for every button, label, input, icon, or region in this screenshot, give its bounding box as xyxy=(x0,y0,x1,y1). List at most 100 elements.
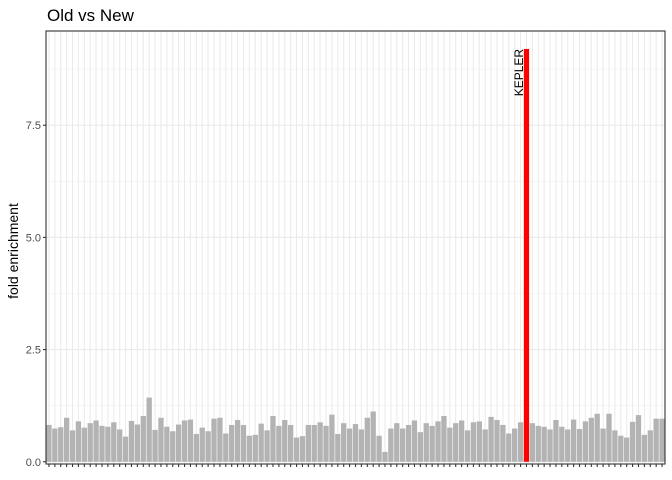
plot-area: KEPLER 0.0 2.5 5.0 7.5 xyxy=(26,30,666,469)
bar xyxy=(346,428,353,462)
bar xyxy=(582,421,589,462)
bar xyxy=(75,421,82,462)
bar xyxy=(264,430,270,462)
bar xyxy=(152,429,158,462)
bar xyxy=(600,428,606,462)
bar xyxy=(388,428,394,462)
bar xyxy=(246,435,253,462)
bar xyxy=(128,420,135,462)
bar xyxy=(199,427,205,462)
bar xyxy=(134,424,141,462)
bar xyxy=(570,419,577,462)
bar xyxy=(187,419,194,462)
bar xyxy=(441,415,447,462)
bar xyxy=(258,423,264,462)
bar xyxy=(470,422,477,462)
bar xyxy=(647,430,653,462)
bar xyxy=(506,433,512,462)
bar xyxy=(364,417,370,462)
bar xyxy=(170,431,176,462)
y-axis-label: fold enrichment xyxy=(5,203,21,299)
bar xyxy=(211,418,217,462)
bar xyxy=(458,420,465,462)
bar xyxy=(618,435,624,462)
bar xyxy=(400,428,406,462)
bar xyxy=(405,424,412,462)
bar xyxy=(311,424,317,462)
bar xyxy=(453,423,459,462)
bar xyxy=(565,429,571,462)
bar xyxy=(488,416,494,462)
annotation-label: KEPLER xyxy=(512,49,526,97)
bar xyxy=(181,420,188,462)
bar xyxy=(594,413,600,462)
bar xyxy=(576,429,583,462)
bar xyxy=(352,424,359,462)
bar xyxy=(282,420,288,462)
bar xyxy=(229,424,235,462)
bar xyxy=(335,433,341,462)
bar xyxy=(52,428,58,462)
bar xyxy=(323,425,329,462)
bar xyxy=(358,429,365,462)
chart-title: Old vs New xyxy=(47,6,135,25)
bar xyxy=(58,427,64,462)
bar xyxy=(217,417,223,462)
bar xyxy=(81,427,87,462)
bar xyxy=(529,423,536,462)
bar xyxy=(429,425,435,462)
bar xyxy=(606,413,612,462)
bar xyxy=(240,424,247,462)
bar xyxy=(93,420,99,462)
bar xyxy=(559,426,565,462)
bar xyxy=(417,432,424,462)
bar xyxy=(541,426,547,462)
bar xyxy=(223,433,229,462)
y-tick-label: 0.0 xyxy=(26,457,41,469)
bar xyxy=(482,429,488,462)
bar xyxy=(175,424,182,462)
bar xyxy=(234,420,241,462)
bar xyxy=(641,434,648,462)
bar xyxy=(535,425,541,462)
bar xyxy=(512,428,518,462)
bar xyxy=(122,436,129,462)
bar xyxy=(341,423,347,462)
bar xyxy=(299,436,306,462)
bar xyxy=(435,421,441,462)
bar xyxy=(46,424,52,462)
bar xyxy=(517,422,524,462)
bar xyxy=(69,430,76,462)
bar xyxy=(494,420,500,462)
bar xyxy=(447,427,453,462)
bar xyxy=(287,424,294,462)
bar xyxy=(476,421,482,462)
bar xyxy=(588,417,594,462)
bar xyxy=(317,422,323,462)
bar xyxy=(87,423,93,462)
bar xyxy=(193,433,199,462)
bar xyxy=(547,429,553,462)
bar xyxy=(158,417,164,462)
bar xyxy=(423,423,429,462)
bar xyxy=(140,415,146,462)
bar xyxy=(205,431,211,462)
bar xyxy=(305,424,311,462)
y-tick-label: 5.0 xyxy=(26,232,41,244)
bar xyxy=(629,421,636,462)
bar xyxy=(370,411,376,462)
highlighted-bar xyxy=(523,48,530,462)
bar xyxy=(117,429,123,462)
bar xyxy=(376,435,382,462)
bar xyxy=(270,415,276,462)
bar xyxy=(411,420,418,462)
bar xyxy=(63,417,70,462)
y-tick-label: 2.5 xyxy=(26,345,41,357)
bar xyxy=(329,414,335,462)
bar xyxy=(553,420,559,462)
bar xyxy=(500,424,506,462)
y-tick-label: 7.5 xyxy=(26,120,41,132)
bar xyxy=(99,425,105,462)
